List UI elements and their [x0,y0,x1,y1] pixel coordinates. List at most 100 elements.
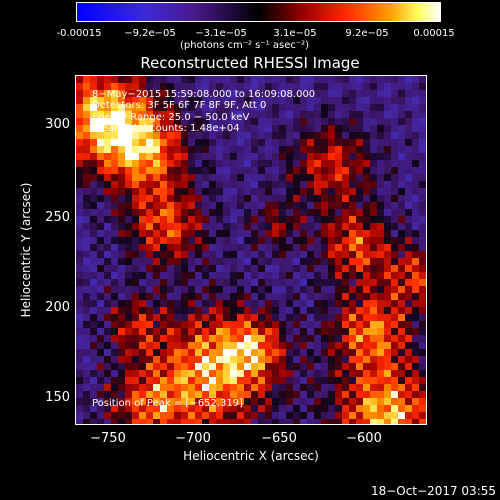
heatmap-cell [104,167,111,174]
heatmap-cell [237,419,244,424]
heatmap-cell [258,384,265,391]
heatmap-cell [419,258,426,265]
heatmap-cell [279,314,286,321]
heatmap-cell [230,139,237,146]
heatmap-cell [216,370,223,377]
heatmap-cell [342,83,349,90]
heatmap-cell [363,76,370,83]
heatmap-cell [398,132,405,139]
heatmap-cell [188,279,195,286]
heatmap-cell [258,132,265,139]
heatmap-cell [419,181,426,188]
heatmap-cell [160,111,167,118]
heatmap-cell [279,97,286,104]
heatmap-cell [167,349,174,356]
heatmap-cell [216,209,223,216]
heatmap-cell [398,237,405,244]
heatmap-cell [174,398,181,405]
heatmap-cell [132,258,139,265]
heatmap-cell [223,405,230,412]
heatmap-cell [405,244,412,251]
heatmap-cell [118,356,125,363]
heatmap-cell [118,139,125,146]
heatmap-cell [216,174,223,181]
heatmap-cell [139,314,146,321]
heatmap-cell [223,335,230,342]
heatmap-cell [216,335,223,342]
heatmap-cell [293,398,300,405]
heatmap-cell [328,244,335,251]
heatmap-cell [118,307,125,314]
heatmap-cell [265,83,272,90]
heatmap-cell [237,300,244,307]
heatmap-cell [160,251,167,258]
heatmap-cell [139,265,146,272]
heatmap-cell [174,377,181,384]
heatmap-cell [286,83,293,90]
heatmap-cell [349,174,356,181]
heatmap-cell [293,370,300,377]
heatmap-cell [307,412,314,419]
heatmap-cell [90,111,97,118]
heatmap-cell [307,272,314,279]
heatmap-cell [174,160,181,167]
heatmap-cell [349,237,356,244]
heatmap-cell [76,118,83,125]
heatmap-cell [216,265,223,272]
heatmap-cell [265,398,272,405]
heatmap-cell [90,104,97,111]
heatmap-cell [300,118,307,125]
heatmap-cell [405,342,412,349]
heatmap-cell [363,412,370,419]
heatmap-cell [195,412,202,419]
heatmap-cell [90,223,97,230]
heatmap-cell [265,356,272,363]
heatmap-cell [125,377,132,384]
heatmap-cell [251,132,258,139]
heatmap-cell [195,111,202,118]
heatmap-cell [412,202,419,209]
heatmap-cell [202,90,209,97]
heatmap-cell [398,398,405,405]
heatmap-cell [391,265,398,272]
heatmap-cell [244,405,251,412]
heatmap-cell [167,167,174,174]
heatmap-cell [132,230,139,237]
heatmap-cell [286,181,293,188]
heatmap-cell [202,412,209,419]
heatmap-cell [349,223,356,230]
heatmap-cell [321,349,328,356]
heatmap-cell [370,125,377,132]
heatmap-cell [349,132,356,139]
heatmap-cell [286,230,293,237]
heatmap-cell [356,286,363,293]
heatmap-cell [314,188,321,195]
heatmap-cell [412,76,419,83]
heatmap-cell [174,335,181,342]
heatmap-cell [125,251,132,258]
heatmap-cell [419,314,426,321]
heatmap-cell [307,139,314,146]
heatmap-cell [195,104,202,111]
heatmap-cell [356,412,363,419]
heatmap-cell [153,384,160,391]
heatmap-cell [202,104,209,111]
heatmap-cell [307,356,314,363]
heatmap-cell [419,272,426,279]
heatmap-cell [223,363,230,370]
heatmap-cell [90,181,97,188]
heatmap-cell [160,328,167,335]
heatmap-cell [76,160,83,167]
heatmap-cell [356,160,363,167]
heatmap-cell [419,76,426,83]
heatmap-cell [174,76,181,83]
heatmap-cell [244,153,251,160]
heatmap-cell [181,272,188,279]
heatmap-cell [356,314,363,321]
heatmap-cell [97,251,104,258]
heatmap-cell [321,76,328,83]
heatmap-cell [118,258,125,265]
heatmap-cell [195,300,202,307]
heatmap-cell [209,167,216,174]
heatmap-cell [419,153,426,160]
